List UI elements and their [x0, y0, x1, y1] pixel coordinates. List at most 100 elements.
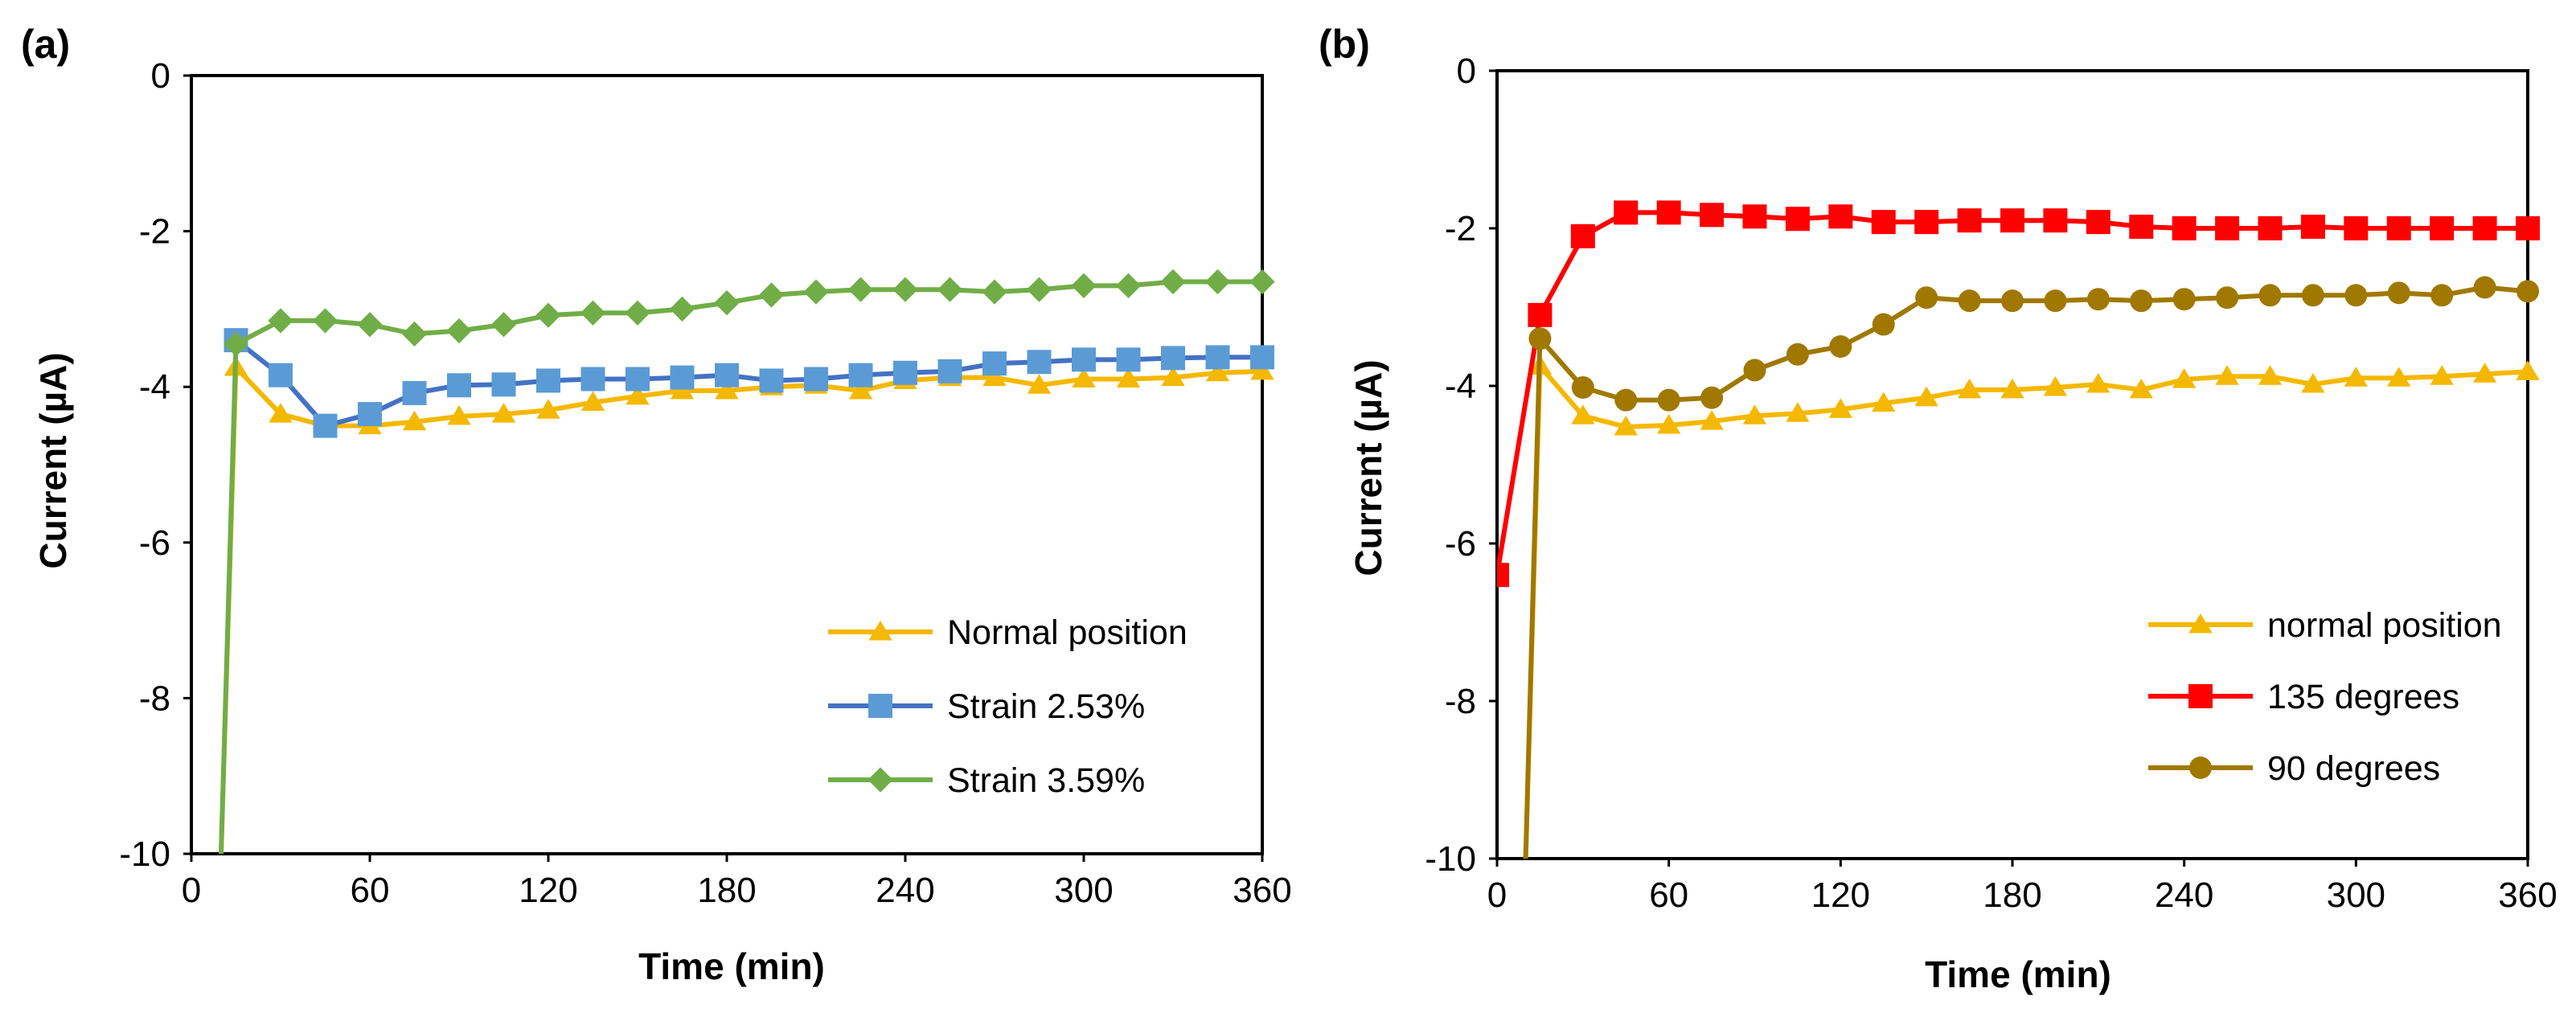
data-point [2387, 281, 2410, 305]
series-strain-2-53- [224, 328, 1274, 438]
data-point [1786, 342, 1809, 366]
data-point [2129, 215, 2154, 240]
data-point [1614, 200, 1639, 225]
data-point [1785, 207, 1810, 232]
data-point [2001, 289, 2024, 313]
data-point [491, 372, 516, 397]
data-point [1700, 203, 1725, 228]
data-point [1829, 335, 1852, 358]
y-tick-label: -4 [139, 367, 170, 407]
series-line [234, 338, 1262, 428]
y-tick-label: -2 [139, 212, 170, 252]
data-point [1250, 345, 1274, 370]
x-tick-label: 240 [2155, 875, 2213, 915]
data-point [1115, 273, 1142, 298]
data-point [2344, 216, 2369, 240]
data-point [1250, 359, 1274, 380]
data-point [1914, 386, 1938, 407]
data-point [2258, 216, 2283, 240]
data-point [313, 413, 338, 438]
data-point [982, 279, 1007, 305]
x-tick-label: 120 [519, 871, 577, 910]
panel-label: (b) [1319, 22, 1370, 67]
legend-label: Strain 3.59% [947, 761, 1145, 800]
data-point [868, 621, 892, 641]
data-point [1528, 302, 1553, 327]
plot-area [1495, 69, 2529, 860]
data-point [2344, 367, 2369, 387]
data-point [759, 368, 784, 393]
data-point [2472, 216, 2497, 240]
data-point [1614, 388, 1638, 412]
y-tick-label: -6 [1445, 524, 1476, 564]
data-point [2517, 280, 2539, 303]
data-point [2188, 684, 2213, 708]
data-point [2258, 365, 2283, 385]
x-tick-label: 240 [876, 871, 934, 910]
data-point [268, 308, 293, 334]
data-point [1205, 361, 1230, 382]
x-tick-label: 60 [1649, 875, 1688, 915]
data-point [401, 321, 428, 346]
data-point [490, 312, 517, 338]
legend: Normal position Strain 2.53% Strain 3.59% [828, 613, 1188, 800]
data-point [580, 391, 605, 412]
x-tick-label: 180 [697, 871, 756, 910]
data-point [626, 384, 650, 405]
data-point [2129, 378, 2153, 399]
x-tick-label: 120 [1811, 875, 1870, 915]
data-point [715, 379, 739, 400]
y-tick-label: 0 [1457, 51, 1476, 91]
data-point [1872, 392, 1896, 412]
data-point [1027, 350, 1052, 375]
data-point [847, 277, 874, 302]
data-point [2430, 284, 2454, 307]
x-tick-label: 360 [2498, 875, 2557, 915]
plot-area [190, 74, 1264, 855]
data-point [625, 300, 650, 326]
data-point [714, 290, 740, 316]
data-point [1071, 273, 1097, 298]
data-point [2516, 216, 2540, 240]
data-point [1742, 404, 1767, 424]
y-tick-label: -6 [139, 523, 170, 563]
x-tick-label: 300 [2327, 875, 2385, 915]
data-point [1872, 313, 1895, 336]
data-point [1958, 289, 1981, 313]
data-point [1871, 210, 1896, 235]
data-point [269, 363, 293, 387]
data-point [1828, 204, 1853, 229]
x-tick-label: 0 [1487, 875, 1507, 915]
data-point [848, 379, 873, 400]
legend-item: Normal position [828, 613, 1188, 652]
legend-label: Normal position [947, 613, 1188, 652]
series-normal-position [1523, 355, 2540, 859]
data-point [669, 296, 695, 322]
data-point [402, 380, 427, 405]
data-point [848, 363, 873, 387]
data-point [1027, 374, 1052, 394]
data-point [1160, 269, 1186, 295]
data-point [982, 351, 1007, 376]
data-point [536, 399, 560, 419]
data-point [2472, 363, 2497, 383]
y-tick-label: -10 [119, 834, 170, 874]
legend-item: normal position [2148, 606, 2502, 645]
x-tick-label: 360 [1233, 871, 1291, 910]
data-point [892, 277, 918, 302]
data-point [580, 367, 605, 392]
data-point [580, 300, 606, 326]
data-point [715, 363, 739, 387]
data-point [402, 410, 427, 431]
data-point [2430, 365, 2454, 385]
legend-label: 135 degrees [2267, 678, 2459, 716]
data-point [1161, 346, 1185, 371]
data-point [2215, 216, 2240, 240]
data-point [1161, 366, 1185, 387]
y-axis-title: Current (µA) [1347, 359, 1389, 576]
data-point [491, 403, 516, 423]
x-tick-label: 60 [351, 871, 390, 910]
y-tick-label: -8 [139, 679, 170, 718]
data-point [358, 402, 382, 427]
